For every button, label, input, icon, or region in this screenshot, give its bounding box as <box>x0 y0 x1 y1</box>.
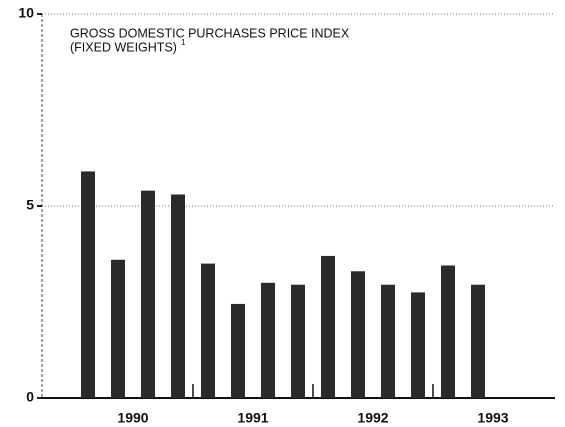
x-tick-label: 1991 <box>237 410 268 426</box>
bar <box>231 303 245 398</box>
chart-title-line: GROSS DOMESTIC PURCHASES PRICE INDEX <box>70 26 350 40</box>
bar <box>81 171 95 398</box>
bar <box>381 284 395 398</box>
x-tick-label: 1993 <box>477 410 508 426</box>
chart-title-line: (FIXED WEIGHTS) <box>70 40 177 54</box>
bar <box>201 263 215 398</box>
bar <box>171 194 185 398</box>
bar <box>411 292 425 398</box>
bar <box>291 284 305 398</box>
footnote-marker: 1 <box>181 38 186 47</box>
bar <box>141 190 155 398</box>
x-tick-label: 1990 <box>117 410 148 426</box>
bar <box>351 271 365 398</box>
bar <box>111 259 125 398</box>
bar <box>441 265 455 398</box>
bar <box>471 284 485 398</box>
bar <box>261 282 275 398</box>
bar <box>321 255 335 398</box>
y-tick-label: 5 <box>26 197 34 213</box>
x-tick-label: 1992 <box>357 410 388 426</box>
y-tick-label: 10 <box>18 5 34 21</box>
y-tick-label: 0 <box>26 389 34 405</box>
